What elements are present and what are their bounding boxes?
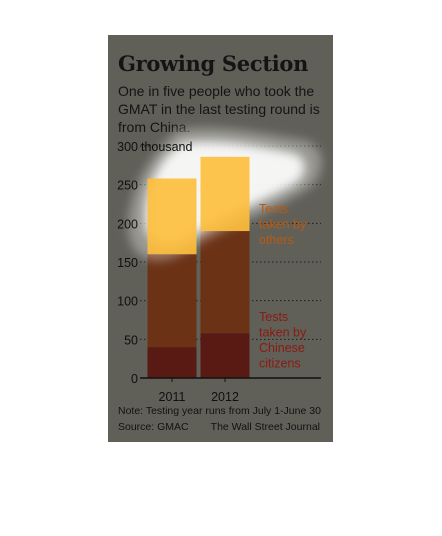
legend-others: Tests taken by others — [259, 202, 307, 247]
y-tick-label: 200 — [117, 217, 138, 231]
y-tick-label: 150 — [117, 256, 138, 270]
bar-highlight-2011 — [147, 178, 197, 255]
chart-source: Source: GMAC — [118, 421, 189, 433]
y-tick-label: 250 — [117, 179, 138, 193]
bar-chinese-2012 — [200, 333, 250, 378]
chart-subtitle: One in five people who took the GMAT in … — [118, 83, 320, 135]
x-tick-label: 2011 — [159, 390, 186, 404]
y-tick-label: 50 — [124, 333, 138, 347]
chart-note: Note: Testing year runs from July 1-June… — [118, 405, 321, 417]
legend-chinese: Tests taken by Chinese citizens — [259, 310, 307, 371]
y-tick-label: 100 — [117, 295, 138, 309]
y-tick-label: 0 — [131, 372, 138, 386]
chart-svg: 0 50 100 150 200 250 300 thousand 2011 2012 Tests t… — [117, 127, 322, 404]
y-unit-label: thousand — [141, 140, 192, 154]
chart-credit: The Wall Street Journal — [210, 421, 320, 433]
chart-card: Growing Section One in five people who t… — [108, 35, 333, 442]
bar-highlight-2012 — [200, 156, 250, 232]
chart-title: Growing Section — [118, 51, 309, 76]
y-tick-label: 300 — [117, 140, 138, 154]
x-tick-label: 2012 — [211, 390, 239, 404]
bar-chinese-2011 — [147, 347, 197, 378]
